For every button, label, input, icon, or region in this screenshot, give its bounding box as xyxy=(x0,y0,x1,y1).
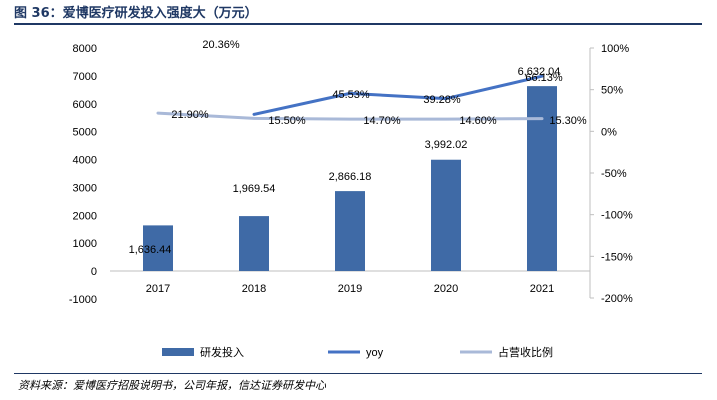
bar-rd-investment xyxy=(527,86,557,271)
yoy-data-label: 39.28% xyxy=(423,94,461,106)
bar-data-label: 1,636.44 xyxy=(129,244,172,256)
right-tick-label: -200% xyxy=(601,293,633,305)
figure-title: 图 36：爱博医疗研发投入强度大（万元） xyxy=(14,6,258,21)
line-yoy xyxy=(252,74,544,116)
left-tick-label: 2000 xyxy=(73,210,97,222)
x-tick-label: 2017 xyxy=(146,283,170,295)
bar-data-label: 6,632.04 xyxy=(518,66,561,78)
ratio-data-label: 14.70% xyxy=(363,115,401,127)
legend-swatch-rd-investment xyxy=(162,348,194,356)
right-tick-label: -100% xyxy=(601,210,633,222)
right-tick-label: 100% xyxy=(601,43,629,55)
bar-rd-investment xyxy=(431,159,461,271)
ratio-data-label: 15.30% xyxy=(549,115,587,127)
bar-data-label: 2,866.18 xyxy=(329,171,372,183)
left-tick-label: 1000 xyxy=(73,238,97,250)
right-tick-label: 0% xyxy=(601,126,617,138)
legend-label-revenue-ratio: 占营收比例 xyxy=(498,345,553,359)
bar-rd-investment xyxy=(239,216,269,271)
legend-label-rd-investment: 研发投入 xyxy=(200,345,244,359)
line-revenue-ratio xyxy=(156,111,544,121)
bar-data-label: 1,969.54 xyxy=(233,183,276,195)
source-rule xyxy=(14,373,702,374)
left-tick-label: 3000 xyxy=(73,182,97,194)
bar-rd-investment xyxy=(143,225,173,271)
x-tick-label: 2021 xyxy=(530,283,554,295)
left-tick-label: -1000 xyxy=(69,294,97,306)
ratio-data-label: 14.60% xyxy=(459,115,497,127)
x-tick-label: 2019 xyxy=(338,283,362,295)
ratio-data-label: 15.50% xyxy=(268,115,306,127)
right-tick-label: -150% xyxy=(601,251,633,263)
source-note: 资料来源：爱博医疗招股说明书，公司年报，信达证券研发中心 xyxy=(18,379,326,392)
left-tick-label: 0 xyxy=(91,266,97,278)
title-rule xyxy=(14,23,702,25)
right-tick-label: -50% xyxy=(601,168,627,180)
left-tick-label: 7000 xyxy=(73,71,97,83)
left-tick-label: 8000 xyxy=(73,43,97,55)
left-tick-label: 6000 xyxy=(73,99,97,111)
legend-label-yoy: yoy xyxy=(366,347,384,359)
x-tick-label: 2020 xyxy=(434,283,458,295)
ratio-data-label: 21.90% xyxy=(171,109,209,121)
left-tick-label: 4000 xyxy=(73,155,97,167)
yoy-data-label: 20.36% xyxy=(202,39,240,51)
bar-rd-investment xyxy=(335,191,365,271)
bar-data-label: 3,992.02 xyxy=(425,139,468,151)
right-tick-label: 50% xyxy=(601,85,623,97)
yoy-data-label: 66.13% xyxy=(525,72,563,84)
yoy-data-label: 45.53% xyxy=(332,89,370,101)
left-tick-label: 5000 xyxy=(73,127,97,139)
x-tick-label: 2018 xyxy=(242,283,266,295)
